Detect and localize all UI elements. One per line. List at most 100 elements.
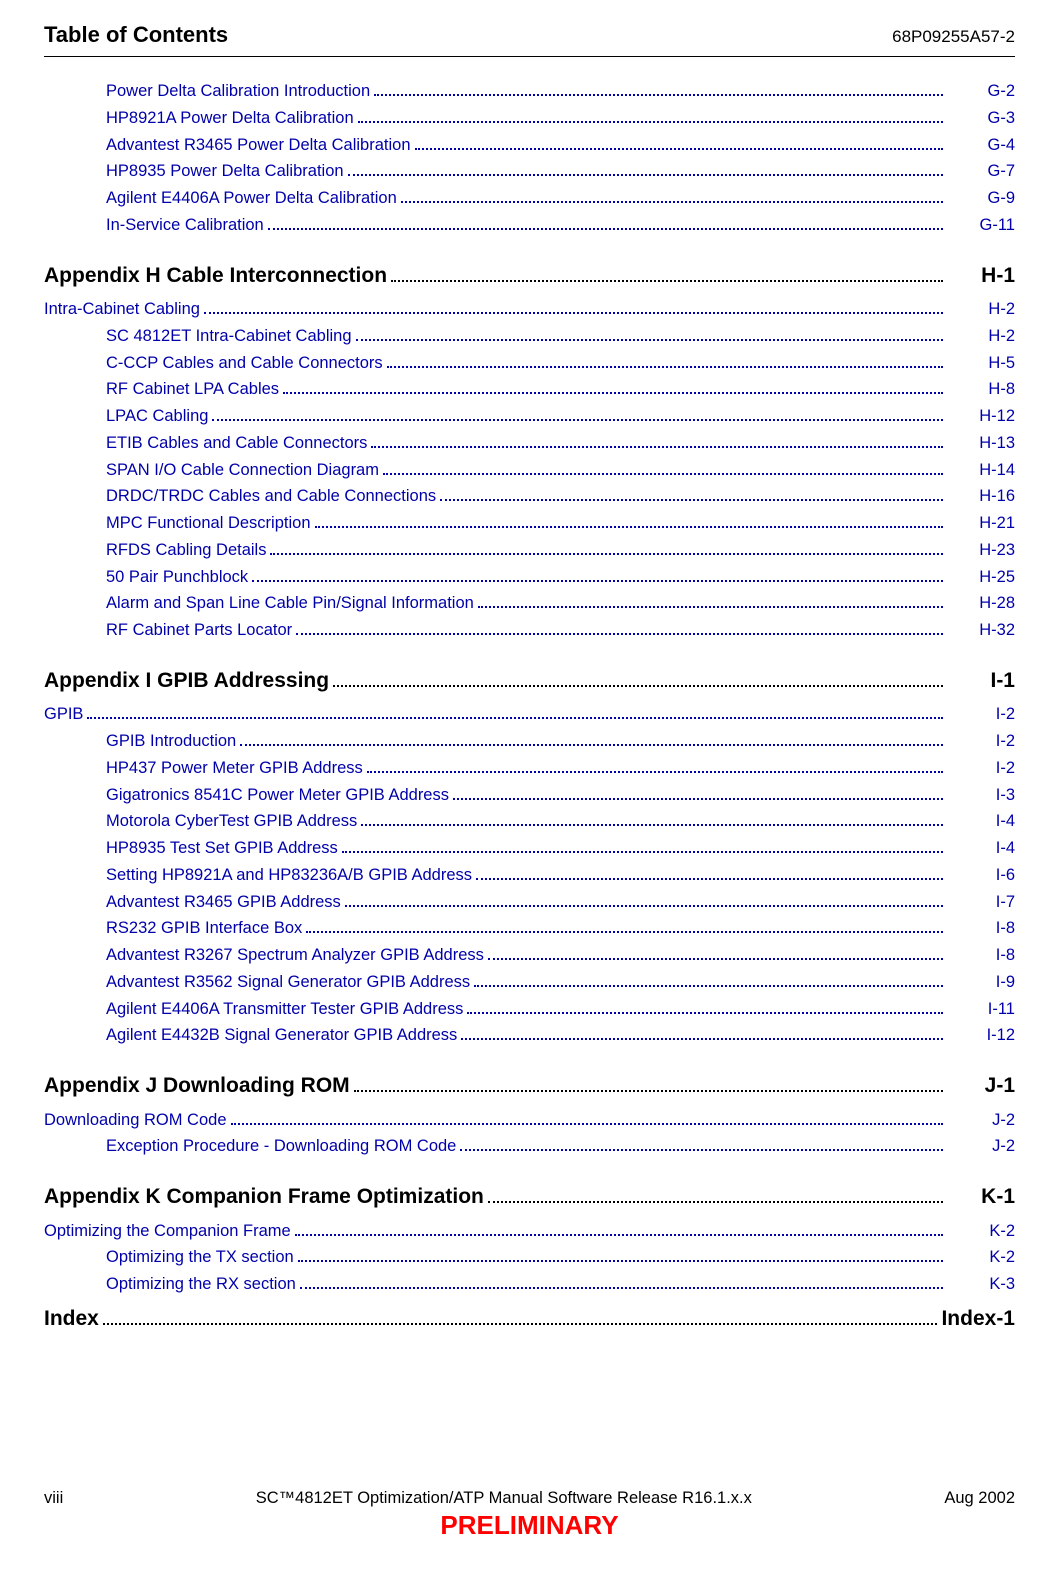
toc-page: K-2 [947, 1219, 1015, 1244]
dots [348, 174, 943, 176]
toc-entry[interactable]: Optimizing the RX section K-3 [44, 1272, 1015, 1297]
appendix-h-page: H-1 [947, 260, 1015, 292]
toc-page: I-8 [947, 916, 1015, 941]
dots [415, 148, 943, 150]
dots [296, 633, 943, 635]
toc-page: H-2 [947, 324, 1015, 349]
dots [361, 824, 943, 826]
toc-page: I-6 [947, 863, 1015, 888]
toc-page: I-7 [947, 890, 1015, 915]
toc-entry[interactable]: ETIB Cables and Cable ConnectorsH-13 [44, 431, 1015, 456]
appendix-h-heading[interactable]: Appendix H Cable Interconnection H-1 [44, 260, 1015, 292]
toc-page: G-9 [947, 186, 1015, 211]
toc-label: HP437 Power Meter GPIB Address [106, 756, 363, 781]
toc-entry[interactable]: Agilent E4406A Transmitter Tester GPIB A… [44, 997, 1015, 1022]
dots [467, 1012, 943, 1014]
appendix-k-section[interactable]: Optimizing the Companion Frame K-2 [44, 1219, 1015, 1244]
toc-label: Advantest R3267 Spectrum Analyzer GPIB A… [106, 943, 484, 968]
toc-entry[interactable]: Alarm and Span Line Cable Pin/Signal Inf… [44, 591, 1015, 616]
toc-page: I-12 [947, 1023, 1015, 1048]
toc-entry[interactable]: HP8935 Test Set GPIB AddressI-4 [44, 836, 1015, 861]
appendix-k-page: K-1 [947, 1181, 1015, 1213]
toc-page: G-11 [947, 213, 1015, 238]
toc-label: HP8921A Power Delta Calibration [106, 106, 354, 131]
toc-page: J-2 [947, 1108, 1015, 1133]
toc-page: G-4 [947, 133, 1015, 158]
toc-entry[interactable]: Setting HP8921A and HP83236A/B GPIB Addr… [44, 863, 1015, 888]
dots [367, 771, 943, 773]
toc-label: GPIB [44, 702, 83, 727]
toc-entry[interactable]: Advantest R3267 Spectrum Analyzer GPIB A… [44, 943, 1015, 968]
index-title: Index [44, 1303, 99, 1335]
toc-entry[interactable]: HP8935 Power Delta CalibrationG-7 [44, 159, 1015, 184]
toc-entry[interactable]: DRDC/TRDC Cables and Cable ConnectionsH-… [44, 484, 1015, 509]
appendix-i-heading[interactable]: Appendix I GPIB Addressing I-1 [44, 665, 1015, 697]
toc-entry[interactable]: Power Delta Calibration IntroductionG-2 [44, 79, 1015, 104]
toc-entry[interactable]: Motorola CyberTest GPIB AddressI-4 [44, 809, 1015, 834]
toc-entry[interactable]: 50 Pair PunchblockH-25 [44, 565, 1015, 590]
toc-page: I-4 [947, 836, 1015, 861]
toc-page: H-28 [947, 591, 1015, 616]
dots [440, 499, 943, 501]
toc-label: HP8935 Power Delta Calibration [106, 159, 344, 184]
appendix-i-section[interactable]: GPIB I-2 [44, 702, 1015, 727]
toc-entry[interactable]: C-CCP Cables and Cable ConnectorsH-5 [44, 351, 1015, 376]
appendix-j-heading[interactable]: Appendix J Downloading ROM J-1 [44, 1070, 1015, 1102]
toc-page: K-3 [947, 1272, 1015, 1297]
dots [333, 685, 943, 687]
toc-label: LPAC Cabling [106, 404, 208, 429]
toc-page: H-13 [947, 431, 1015, 456]
toc-entry[interactable]: HP437 Power Meter GPIB Address I-2 [44, 756, 1015, 781]
toc-label: Optimizing the TX section [106, 1245, 294, 1270]
toc-entry[interactable]: RF Cabinet Parts LocatorH-32 [44, 618, 1015, 643]
toc-entry[interactable]: RFDS Cabling DetailsH-23 [44, 538, 1015, 563]
index-heading[interactable]: Index Index-1 [44, 1303, 1015, 1335]
toc-entry[interactable]: Advantest R3562 Signal Generator GPIB Ad… [44, 970, 1015, 995]
toc-entry[interactable]: MPC Functional DescriptionH-21 [44, 511, 1015, 536]
toc-page: K-2 [947, 1245, 1015, 1270]
toc-label: SPAN I/O Cable Connection Diagram [106, 458, 379, 483]
dots [488, 1201, 943, 1203]
dots [212, 419, 943, 421]
toc-entry[interactable]: Agilent E4432B Signal Generator GPIB Add… [44, 1023, 1015, 1048]
toc-entry[interactable]: Agilent E4406A Power Delta CalibrationG-… [44, 186, 1015, 211]
toc-entry[interactable]: Optimizing the TX section K-2 [44, 1245, 1015, 1270]
footer-preliminary: PRELIMINARY [44, 1510, 1015, 1541]
appendix-j-title: Appendix J Downloading ROM [44, 1070, 350, 1102]
appendix-h-section[interactable]: Intra-Cabinet Cabling H-2 [44, 297, 1015, 322]
dots [268, 228, 943, 230]
toc-entry[interactable]: LPAC CablingH-12 [44, 404, 1015, 429]
dots [383, 473, 943, 475]
toc-page: H-21 [947, 511, 1015, 536]
dots [87, 717, 943, 719]
dots [315, 526, 944, 528]
appendix-k-heading[interactable]: Appendix K Companion Frame Optimization … [44, 1181, 1015, 1213]
toc-page: J-2 [947, 1134, 1015, 1159]
toc-label: Optimizing the RX section [106, 1272, 296, 1297]
toc-entry[interactable]: Advantest R3465 Power Delta CalibrationG… [44, 133, 1015, 158]
dots [478, 606, 943, 608]
toc-label: C-CCP Cables and Cable Connectors [106, 351, 383, 376]
header-code: 68P09255A57-2 [892, 27, 1015, 47]
toc-entry[interactable]: Exception Procedure - Downloading ROM Co… [44, 1134, 1015, 1159]
toc-entry[interactable]: GPIB IntroductionI-2 [44, 729, 1015, 754]
toc-page: I-2 [947, 756, 1015, 781]
toc-page: H-8 [947, 377, 1015, 402]
toc-entry[interactable]: HP8921A Power Delta CalibrationG-3 [44, 106, 1015, 131]
toc-entry[interactable]: SC 4812ET Intra-Cabinet Cabling H-2 [44, 324, 1015, 349]
toc-entry[interactable]: Gigatronics 8541C Power Meter GPIB Addre… [44, 783, 1015, 808]
dots [356, 339, 943, 341]
toc-entry[interactable]: SPAN I/O Cable Connection DiagramH-14 [44, 458, 1015, 483]
toc-entry[interactable]: RS232 GPIB Interface BoxI-8 [44, 916, 1015, 941]
header: Table of Contents 68P09255A57-2 [44, 22, 1015, 57]
toc-entry[interactable]: RF Cabinet LPA CablesH-8 [44, 377, 1015, 402]
footer-date: Aug 2002 [944, 1489, 1015, 1508]
toc-label: SC 4812ET Intra-Cabinet Cabling [106, 324, 352, 349]
footer: viii SC™4812ET Optimization/ATP Manual S… [44, 1489, 1015, 1541]
toc-page: I-4 [947, 809, 1015, 834]
dots [460, 1149, 943, 1151]
toc-entry[interactable]: Advantest R3465 GPIB AddressI-7 [44, 890, 1015, 915]
toc-entry[interactable]: In-Service CalibrationG-11 [44, 213, 1015, 238]
dots [387, 366, 943, 368]
appendix-j-section[interactable]: Downloading ROM Code J-2 [44, 1108, 1015, 1133]
